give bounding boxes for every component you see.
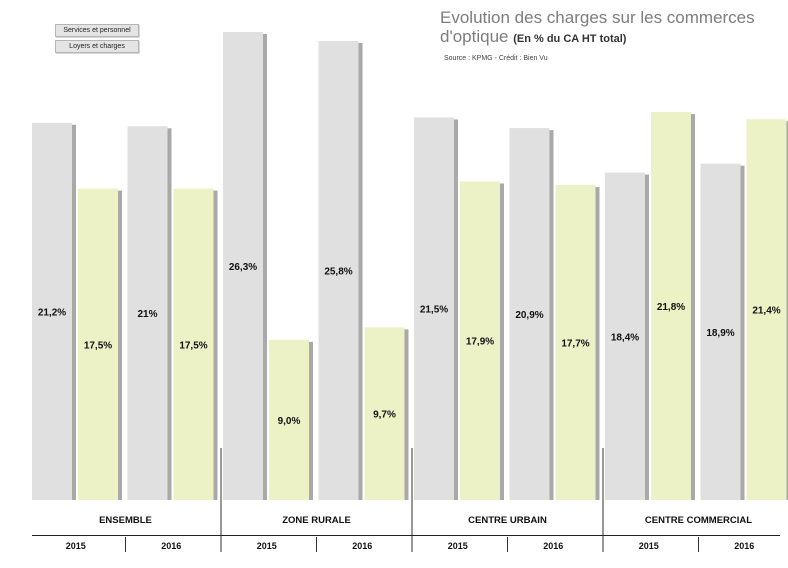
bar-loyers-2-0 bbox=[460, 181, 500, 500]
bar-shadow-loyers-2-0 bbox=[500, 183, 504, 500]
bar-shadow-loyers-3-1 bbox=[786, 121, 788, 501]
bar-label-services-2-0: 21,5% bbox=[420, 305, 448, 316]
bar-loyers-3-1 bbox=[746, 119, 787, 501]
bar-loyers-0-0 bbox=[78, 188, 118, 501]
year-label-0-1: 2016 bbox=[161, 541, 181, 551]
legend-label-loyers: Loyers et charges bbox=[69, 43, 125, 50]
year-label-0-0: 2015 bbox=[66, 541, 86, 551]
bar-shadow-loyers-1-1 bbox=[404, 329, 409, 500]
bar-shadow-services-3-0 bbox=[645, 174, 649, 500]
bar-label-loyers-2-1: 17,7% bbox=[561, 339, 589, 350]
bar-label-services-0-1: 21% bbox=[137, 309, 157, 320]
legend-item-services: Services et personnel bbox=[55, 24, 139, 37]
bar-services-3-1 bbox=[700, 163, 741, 500]
bar-loyers-0-1 bbox=[173, 188, 214, 501]
bar-shadow-loyers-0-0 bbox=[118, 190, 122, 501]
bar-services-1-1 bbox=[318, 40, 359, 500]
legend-label-services: Services et personnel bbox=[63, 27, 131, 34]
bar-shadow-services-3-1 bbox=[740, 165, 745, 500]
bar-services-2-0 bbox=[414, 117, 454, 500]
year-label-3-1: 2016 bbox=[734, 541, 754, 551]
legend-item-loyers: Loyers et charges bbox=[55, 40, 139, 53]
bar-shadow-services-1-1 bbox=[358, 42, 363, 500]
bar-shadow-services-1-0 bbox=[263, 34, 267, 500]
group-label-2: CENTRE URBAIN bbox=[468, 515, 547, 526]
group-label-0: ENSEMBLE bbox=[99, 515, 152, 526]
bar-label-services-0-0: 21,2% bbox=[38, 307, 66, 318]
bar-loyers-2-1 bbox=[555, 185, 596, 500]
bar-shadow-services-2-0 bbox=[454, 119, 458, 500]
bar-shadow-loyers-0-1 bbox=[213, 190, 218, 501]
bar-label-loyers-2-0: 17,9% bbox=[466, 337, 494, 348]
bar-loyers-1-1 bbox=[364, 327, 405, 500]
bar-shadow-loyers-1-0 bbox=[309, 341, 313, 500]
bar-label-loyers-3-1: 21,4% bbox=[752, 306, 780, 317]
year-label-1-1: 2016 bbox=[352, 541, 372, 551]
year-label-1-0: 2015 bbox=[257, 541, 277, 551]
bar-label-loyers-3-0: 21,8% bbox=[657, 302, 685, 313]
bar-shadow-services-0-0 bbox=[72, 124, 76, 500]
bar-services-0-0 bbox=[32, 122, 72, 500]
bar-label-loyers-0-1: 17,5% bbox=[179, 340, 207, 351]
bar-label-services-1-0: 26,3% bbox=[229, 262, 257, 273]
bar-services-1-0 bbox=[223, 32, 263, 500]
bar-services-0-1 bbox=[127, 126, 168, 500]
year-label-3-0: 2015 bbox=[639, 541, 659, 551]
bar-services-2-1 bbox=[509, 128, 550, 500]
bar-shadow-services-0-1 bbox=[167, 128, 172, 501]
bar-services-3-0 bbox=[605, 172, 645, 500]
bar-shadow-loyers-2-1 bbox=[595, 187, 600, 500]
bar-label-services-3-0: 18,4% bbox=[611, 332, 639, 343]
year-label-2-0: 2015 bbox=[448, 541, 468, 551]
bar-label-loyers-0-0: 17,5% bbox=[84, 340, 112, 351]
chart-title: Evolution des charges sur les commerces … bbox=[440, 8, 780, 49]
chart-source: Source : KPMG - Crédit : Bien Vu bbox=[444, 55, 548, 62]
bar-shadow-loyers-3-0 bbox=[691, 114, 695, 500]
bar-label-services-3-1: 18,9% bbox=[706, 328, 734, 339]
bar-shadow-services-2-1 bbox=[549, 130, 554, 500]
bar-label-loyers-1-1: 9,7% bbox=[373, 410, 396, 421]
bar-loyers-3-0 bbox=[651, 112, 691, 500]
group-label-1: ZONE RURALE bbox=[282, 515, 351, 526]
bar-label-services-1-1: 25,8% bbox=[324, 266, 352, 277]
group-label-3: CENTRE COMMERCIAL bbox=[645, 515, 752, 526]
bar-label-loyers-1-0: 9,0% bbox=[278, 416, 301, 427]
chart-title-main: Evolution des charges sur les commerces … bbox=[440, 8, 755, 46]
year-label-2-1: 2016 bbox=[543, 541, 563, 551]
bar-label-services-2-1: 20,9% bbox=[515, 310, 543, 321]
bar-loyers-1-0 bbox=[269, 339, 309, 500]
chart-subtitle: (En % du CA HT total) bbox=[513, 33, 627, 45]
